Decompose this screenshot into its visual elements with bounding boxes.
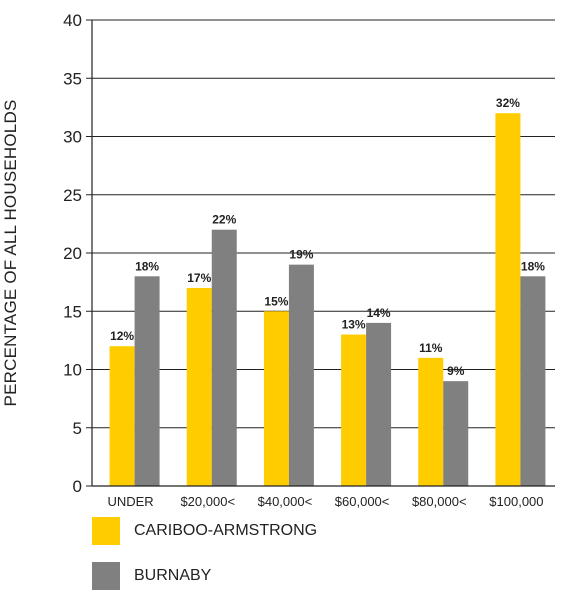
legend-label-burnaby: BURNABY xyxy=(134,567,212,584)
y-tick-labels: 0 5 10 15 20 25 30 35 40 xyxy=(63,11,82,496)
gridlines xyxy=(86,19,555,487)
bar-burnaby xyxy=(288,264,314,486)
y-tick-label: 10 xyxy=(63,361,82,380)
legend-swatch-burnaby xyxy=(92,562,120,590)
bar-burnaby xyxy=(211,229,237,486)
data-label: 32% xyxy=(496,96,520,110)
data-label: 13% xyxy=(342,318,366,332)
x-category-label: UNDER$20,000 xyxy=(107,494,154,510)
bar-burnaby xyxy=(134,276,160,486)
bar-cariboo-armstrong xyxy=(418,357,444,486)
x-category-label: $40,000<$60,000 xyxy=(258,494,313,510)
bar-cariboo-armstrong xyxy=(495,113,521,486)
bar-cariboo-armstrong xyxy=(109,346,135,486)
data-label: 11% xyxy=(419,341,443,355)
data-label: 17% xyxy=(187,271,211,285)
bar-burnaby xyxy=(443,381,469,486)
data-label: 19% xyxy=(289,248,313,262)
y-tick-label: 30 xyxy=(63,128,82,147)
legend-item-burnaby: BURNABY xyxy=(92,561,317,591)
x-category-labels: UNDER$20,000 $20,000<$40,000 $40,000<$60,0… xyxy=(107,494,550,510)
legend-label-cariboo-armstrong: CARIBOO-ARMSTRONG xyxy=(134,522,318,539)
data-label: 9% xyxy=(447,364,465,378)
data-label: 12% xyxy=(110,329,134,343)
x-category-label: $80,000<$100,000 xyxy=(412,494,467,510)
y-tick-label: 15 xyxy=(63,302,82,321)
data-label: 22% xyxy=(212,213,236,227)
y-tick-label: 5 xyxy=(73,419,82,438)
x-category-label: $100,000AND OVER xyxy=(482,494,550,510)
y-axis-label: PERCENTAGE OF ALL HOUSEHOLDS xyxy=(1,100,20,407)
y-tick-label: 25 xyxy=(63,186,82,205)
bar-burnaby xyxy=(520,276,546,486)
data-label: 18% xyxy=(521,259,545,273)
bar-cariboo-armstrong xyxy=(186,287,212,486)
y-tick-label: 40 xyxy=(63,11,82,30)
legend-swatch-cariboo-armstrong xyxy=(92,517,120,545)
bar-chart: 0 5 10 15 20 25 30 35 40 UNDER$20,000 $20,000<$40… xyxy=(1,11,555,510)
x-category-label: $60,000<$80,000 xyxy=(335,494,390,510)
y-tick-label: 35 xyxy=(63,69,82,88)
bar-cariboo-armstrong xyxy=(263,311,289,486)
data-label: 18% xyxy=(135,259,159,273)
y-tick-label: 0 xyxy=(73,477,82,496)
data-label: 14% xyxy=(367,306,391,320)
legend-item-cariboo-armstrong: CARIBOO-ARMSTRONG xyxy=(92,516,317,546)
bars xyxy=(109,113,546,486)
y-tick-label: 20 xyxy=(63,244,82,263)
bar-cariboo-armstrong xyxy=(341,334,367,486)
x-category-label: $20,000<$40,000 xyxy=(180,494,235,510)
axes xyxy=(91,20,555,487)
data-label: 15% xyxy=(264,294,288,308)
bar-burnaby xyxy=(366,322,392,486)
data-labels: 12% 18% 17% 22% 15% 19% 13%14% 11% 9% 32% 18% xyxy=(110,96,545,378)
legend: CARIBOO-ARMSTRONG BURNABY xyxy=(92,516,317,606)
